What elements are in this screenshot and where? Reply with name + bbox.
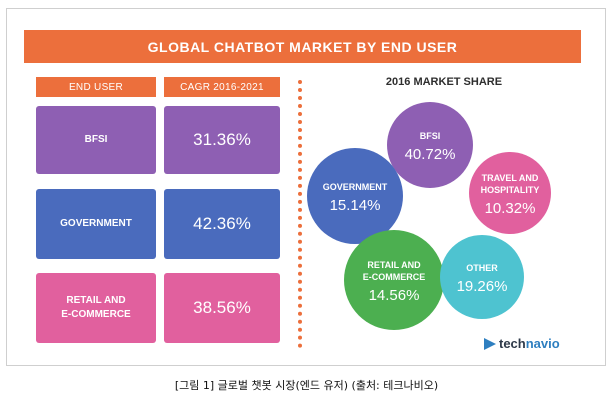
bubble-circle xyxy=(387,102,473,188)
header-end-user: END USER xyxy=(36,77,156,97)
row-government-cagr: 42.36% xyxy=(164,189,280,259)
technavio-logo: tech navio xyxy=(484,336,560,351)
bubble-value-label: 10.32% xyxy=(485,200,536,217)
bubble-category-label: GOVERNMENT xyxy=(323,182,388,192)
bubble-bfsi: BFSI 40.72% xyxy=(387,102,473,188)
bubble-value-label: 40.72% xyxy=(405,146,456,163)
bubble-value-label: 19.26% xyxy=(457,278,508,295)
share-title: 2016 MARKET SHARE xyxy=(385,76,503,88)
row-retail-label: RETAIL AND E-COMMERCE xyxy=(36,273,156,343)
logo-text-tech: tech xyxy=(499,336,526,351)
bubble-category-label: TRAVEL AND xyxy=(482,173,539,183)
bubble-government: GOVERNMENT 15.14% xyxy=(307,148,403,244)
bubble-other: OTHER 19.26% xyxy=(440,235,524,319)
bubble-circle xyxy=(469,152,551,234)
bubble-category-label: OTHER xyxy=(466,263,498,273)
infographic-title: GLOBAL CHATBOT MARKET BY END USER xyxy=(24,30,581,63)
technavio-logo-icon xyxy=(484,337,496,350)
row-government-label: GOVERNMENT xyxy=(36,189,156,259)
bubble-category-label: RETAIL AND xyxy=(367,260,421,270)
bubble-chart: BFSI 40.72% GOVERNMENT 15.14% TRAVEL AND HOSP… xyxy=(307,102,551,330)
bubble-circle xyxy=(344,230,444,330)
row-bfsi-label: BFSI xyxy=(36,106,156,174)
header-cagr: CAGR 2016-2021 xyxy=(164,77,280,97)
dotted-divider xyxy=(298,80,302,348)
bubble-value-label: 14.56% xyxy=(369,287,420,304)
bubble-travel-and-hospitality: TRAVEL AND HOSPITALITY 10.32% xyxy=(469,152,551,234)
logo-text-navio: navio xyxy=(525,336,560,351)
bubble-category-label: E-COMMERCE xyxy=(363,272,426,282)
bubble-category-label: BFSI xyxy=(420,131,441,141)
bubble-value-label: 15.14% xyxy=(330,197,381,214)
bubble-circle xyxy=(440,235,524,319)
bubble-category-label: HOSPITALITY xyxy=(481,185,540,195)
figure-caption: [그림 1] 글로벌 챗봇 시장(엔드 유저) (출처: 테크나비오) xyxy=(174,379,439,392)
row-bfsi-cagr: 31.36% xyxy=(164,106,280,174)
bubble-retail-and-e-commerce: RETAIL AND E-COMMERCE 14.56% xyxy=(344,230,444,330)
bubble-circle xyxy=(307,148,403,244)
row-retail-cagr: 38.56% xyxy=(164,273,280,343)
